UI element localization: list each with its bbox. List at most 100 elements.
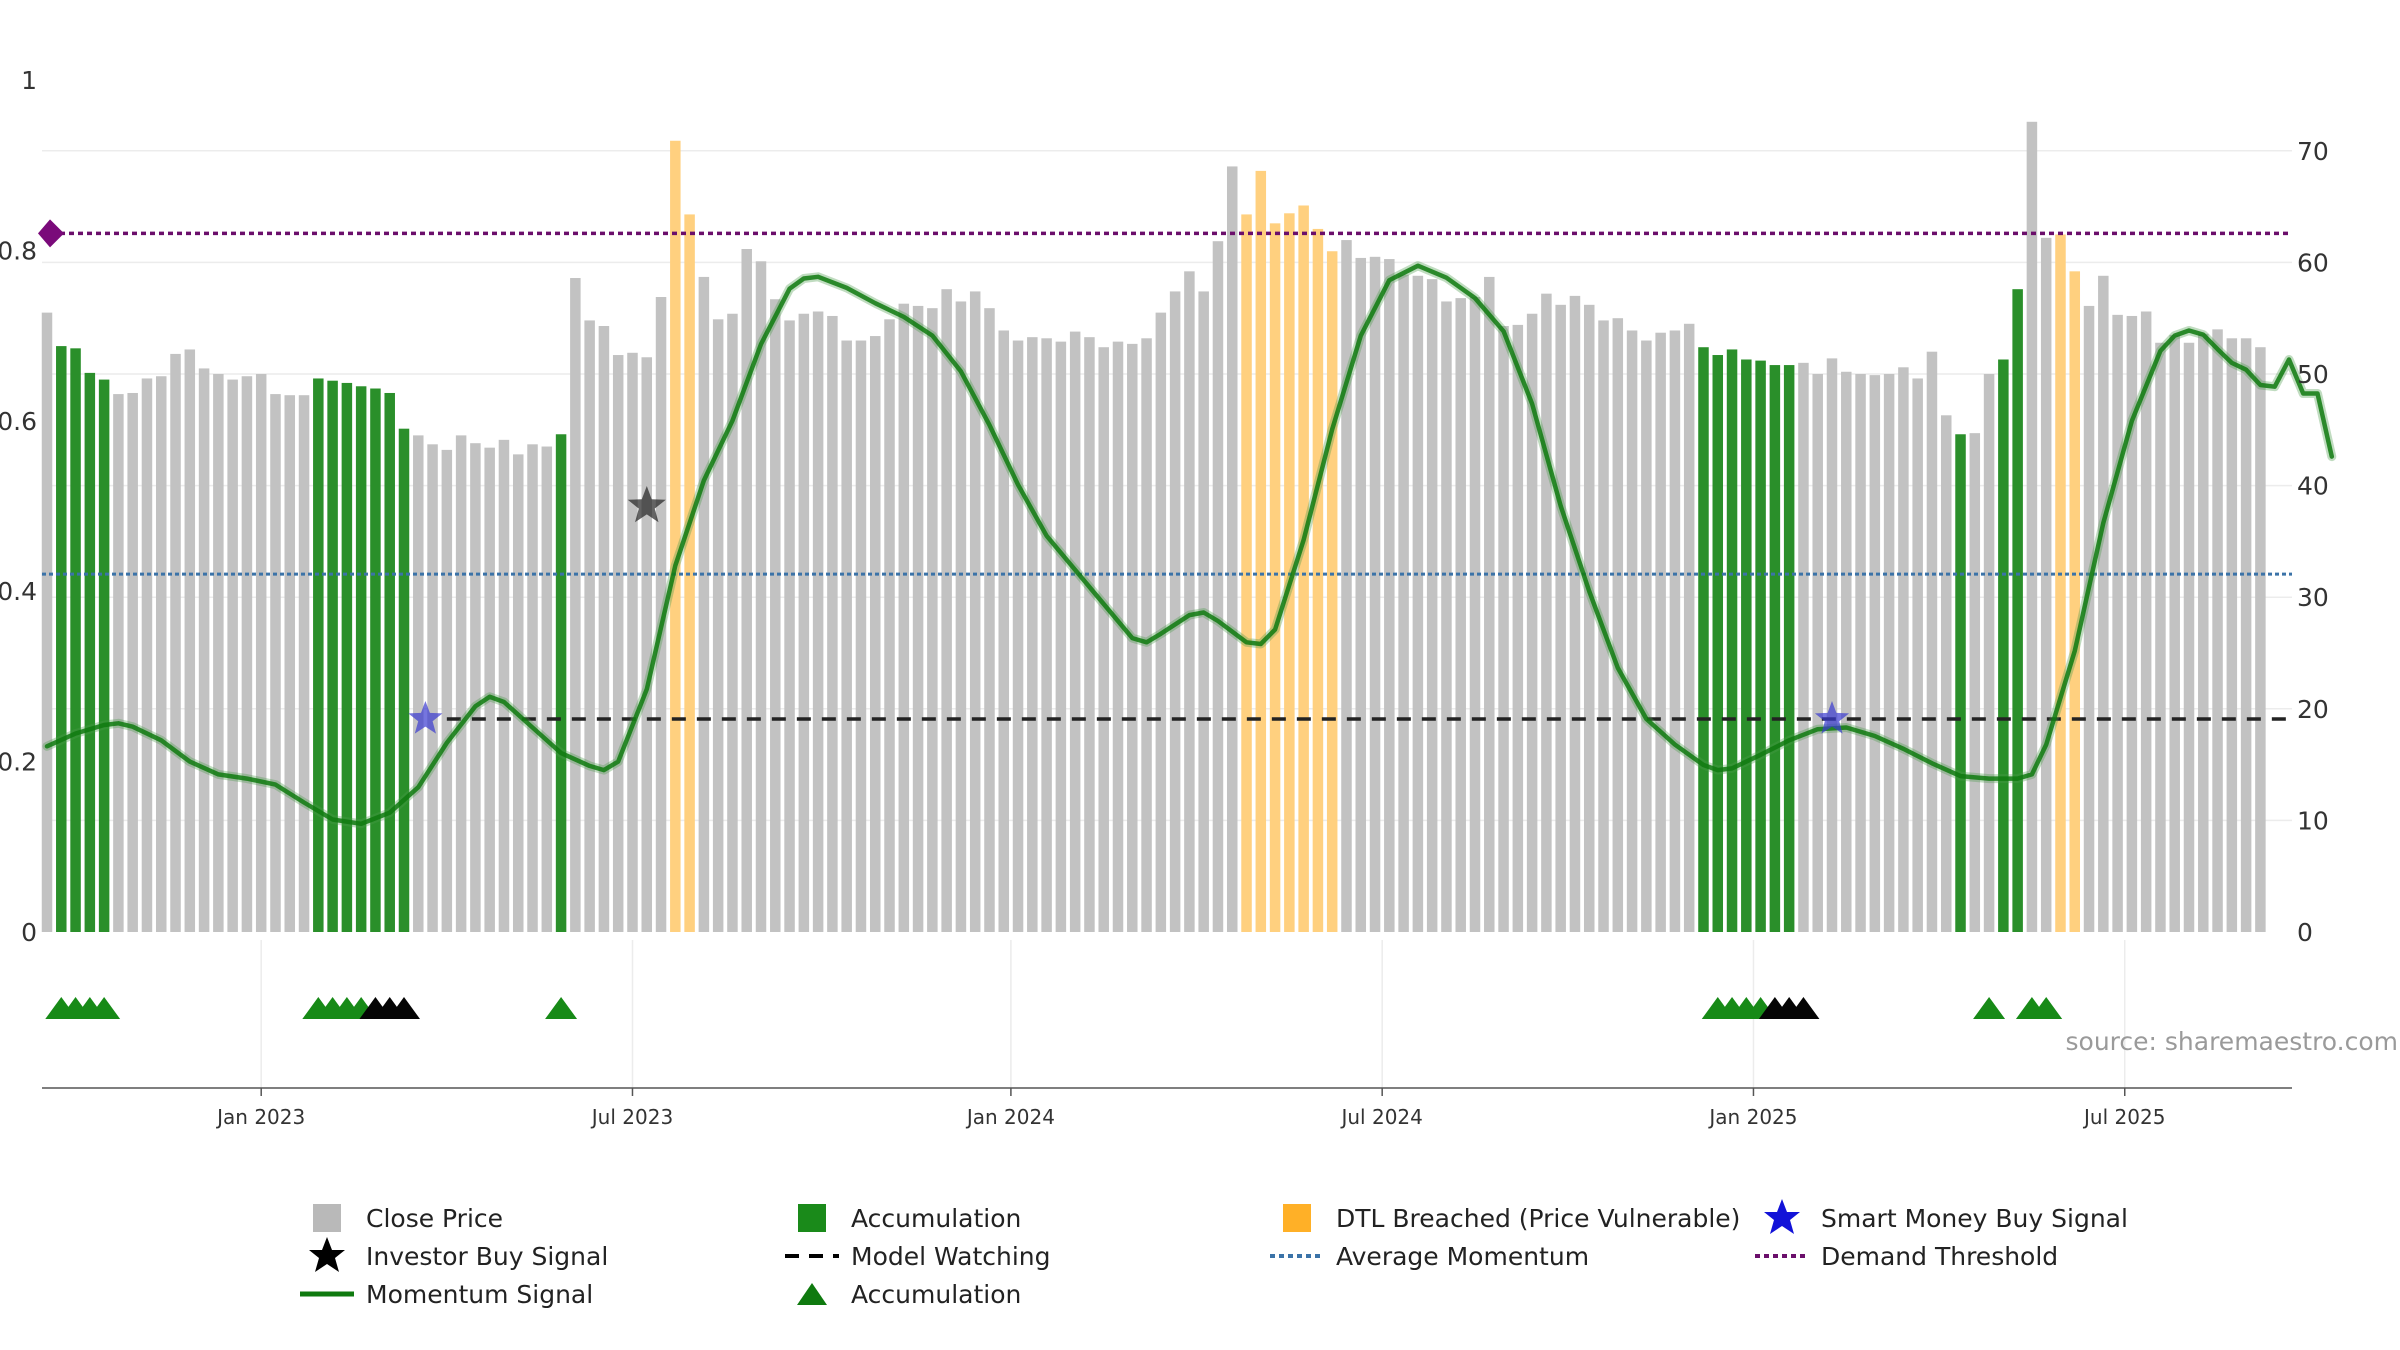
close-price-bar <box>827 315 838 932</box>
green-line-icon <box>300 1276 354 1312</box>
accumulation-bar <box>1698 347 1709 932</box>
close-price-bar <box>1155 312 1167 932</box>
close-price-bar <box>698 276 710 933</box>
accumulation-bar <box>327 380 338 932</box>
close-price-bar <box>2026 121 2038 932</box>
close-price-bar <box>812 311 824 932</box>
accumulation-bar <box>84 372 96 932</box>
close-price-bar <box>484 447 495 932</box>
dtl-breached-bar <box>1312 228 1324 933</box>
accumulation-bar <box>2012 289 2023 933</box>
close-price-bar <box>227 379 238 933</box>
close-price-bar <box>455 435 467 932</box>
close-price-bar <box>1484 276 1495 933</box>
orange-square-icon <box>1270 1200 1324 1236</box>
close-price-bar <box>1084 337 1095 932</box>
smart-money-buy-signal <box>1814 701 1850 734</box>
close-price-bar <box>641 357 653 932</box>
legend-item-dtl-breached: DTL Breached (Price Vulnerable) <box>1270 1200 1740 1236</box>
close-price-bar <box>855 340 867 932</box>
close-price-bar <box>884 319 895 932</box>
close-price-bar <box>1012 340 1024 932</box>
accumulation-bar <box>370 388 381 932</box>
close-price-bar <box>1798 362 1809 933</box>
close-price-bar <box>598 326 610 933</box>
close-price-bar <box>1626 330 1638 932</box>
close-price-bar <box>1655 332 1666 932</box>
close-price-bar <box>2083 305 2095 932</box>
legend-label: Close Price <box>366 1203 504 1233</box>
dtl-breached-bar <box>2055 234 2066 932</box>
close-price-bar <box>527 444 538 932</box>
accumulation-bar <box>1741 359 1752 932</box>
close-price-bar <box>1455 298 1466 932</box>
close-price-bar <box>927 308 938 932</box>
blue-dotted-line-icon <box>1270 1238 1324 1274</box>
demand-threshold-marker <box>38 219 64 248</box>
legend-item-accumulation: Accumulation <box>785 1200 1021 1236</box>
close-price-bar <box>612 355 624 932</box>
close-price-bar <box>270 394 281 932</box>
close-price-bar <box>141 378 153 932</box>
close-price-bar <box>1912 378 1923 932</box>
accumulation-bar <box>1712 355 1724 932</box>
x-axis-tick-label: Jul 2023 <box>590 1105 673 1129</box>
close-price-bar <box>512 454 524 932</box>
close-price-bar <box>1541 293 1552 932</box>
close-price-bar <box>2126 315 2138 932</box>
close-price-bar <box>2183 342 2195 932</box>
close-price-bar <box>2255 347 2266 932</box>
legend-item-demand-threshold: Demand Threshold <box>1755 1238 2058 1274</box>
accumulation-bar <box>313 378 324 932</box>
right-axis-tick-label: 60 <box>2297 248 2329 277</box>
legend-item-investor-buy: Investor Buy Signal <box>300 1237 608 1274</box>
close-price-bar <box>1841 371 1852 932</box>
accumulation-bar <box>555 434 567 932</box>
close-price-bar <box>441 449 453 932</box>
accumulation-bar <box>355 386 367 932</box>
close-price-bar <box>1969 433 1981 932</box>
close-price-bar <box>1055 341 1067 932</box>
legend-item-momentum-signal: Momentum Signal <box>300 1276 593 1312</box>
smart-money-buy-signal <box>408 701 443 734</box>
close-price-bar <box>1683 323 1695 932</box>
close-price-bar <box>1141 338 1152 933</box>
close-price-bar <box>627 352 638 932</box>
close-price-bar <box>898 303 910 932</box>
close-price-bar <box>1041 338 1052 933</box>
left-axis-tick-label: 0.8 <box>0 236 37 265</box>
close-price-bar <box>784 320 795 932</box>
close-price-bar <box>1512 324 1524 932</box>
close-price-bar <box>798 313 810 933</box>
close-price-bar <box>2226 338 2238 933</box>
gray-square-icon <box>300 1200 354 1236</box>
close-price-bar <box>1027 337 1038 932</box>
close-price-bar <box>1426 279 1438 932</box>
close-price-bar <box>255 374 267 932</box>
accumulation-bar <box>1769 365 1781 932</box>
close-price-bar <box>470 443 481 932</box>
close-price-bar <box>413 435 424 932</box>
close-price-bar <box>1826 358 1838 933</box>
close-price-bar <box>755 261 767 932</box>
close-price-bar <box>1855 374 1866 932</box>
dtl-breached-bar <box>1284 213 1295 932</box>
close-price-bar <box>1569 295 1581 932</box>
legend-label: Model Watching <box>851 1241 1051 1271</box>
close-price-bar <box>1669 330 1681 932</box>
accumulation-bar <box>70 348 81 932</box>
investor-buy-signal <box>627 486 666 523</box>
close-price-bar <box>213 374 224 932</box>
close-price-bar <box>1612 318 1624 932</box>
x-axis-tick-label: Jan 2024 <box>965 1105 1055 1129</box>
legend-label: Momentum Signal <box>366 1279 594 1309</box>
accumulation-marker <box>1973 997 2006 1019</box>
close-price-bar <box>741 249 752 932</box>
accumulation-marker <box>88 997 121 1019</box>
close-price-bar <box>2198 333 2209 933</box>
accumulation-bar <box>1783 365 1795 932</box>
green-triangle-icon <box>785 1276 839 1312</box>
close-price-bar <box>1398 274 1409 932</box>
